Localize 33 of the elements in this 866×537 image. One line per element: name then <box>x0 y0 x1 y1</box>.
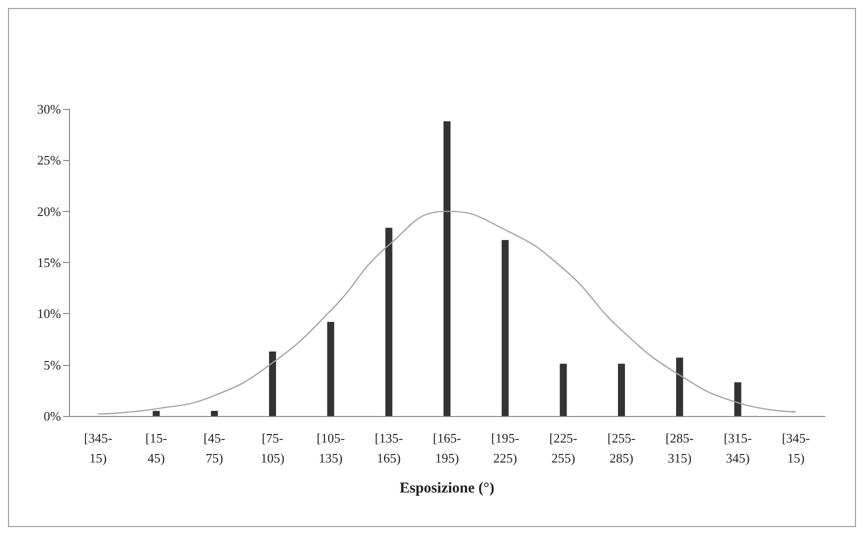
x-axis-title: Esposizione (°) <box>400 480 494 496</box>
y-tick-label: 0% <box>44 408 62 424</box>
x-tick-label: [195-225) <box>491 430 520 466</box>
bar <box>327 322 334 416</box>
x-tick-label: [135-165) <box>374 430 403 466</box>
bar <box>618 364 625 416</box>
line-series <box>97 210 797 415</box>
bar <box>210 410 218 416</box>
x-tick-label: [255-285) <box>607 430 636 466</box>
bar <box>444 121 450 416</box>
x-tick-label: [15-45) <box>145 430 168 466</box>
x-tick-label: [75-105) <box>260 430 284 466</box>
bar <box>734 382 742 416</box>
x-tick-label: [315-345) <box>724 430 752 466</box>
y-tick-label: 15% <box>37 255 62 270</box>
x-tick-label: [285-315) <box>666 430 694 466</box>
bar <box>676 358 684 416</box>
y-tick-label: 20% <box>37 204 62 219</box>
y-tick-label: 5% <box>44 357 62 372</box>
x-tick-label: [105-135) <box>316 430 345 466</box>
y-tick-label: 30% <box>37 102 62 116</box>
bar <box>385 228 392 416</box>
x-tick-label: [45-75) <box>204 430 226 466</box>
bar <box>152 410 160 416</box>
x-tick-label: [225-255) <box>549 430 578 466</box>
x-tick-label: [345-15) <box>782 430 810 466</box>
bar <box>560 364 567 416</box>
y-tick-label: 25% <box>37 152 62 168</box>
y-tick-label: 10% <box>37 306 62 322</box>
x-tick-label: [165-195) <box>432 430 462 466</box>
x-tick-label: [345-15) <box>84 430 112 466</box>
bar <box>502 240 509 416</box>
bar <box>269 352 276 416</box>
